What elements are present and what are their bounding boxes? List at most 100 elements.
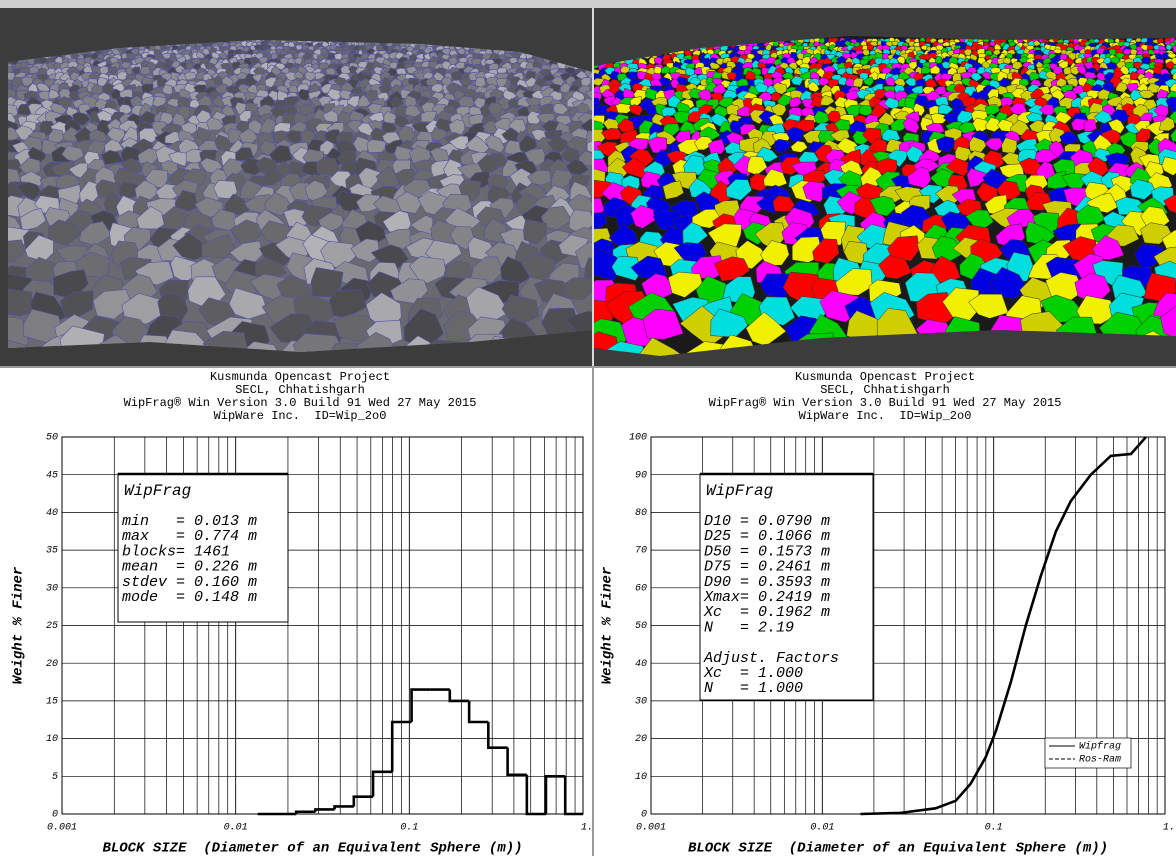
fragment (580, 118, 592, 136)
fragment (874, 89, 886, 99)
fragment (1163, 194, 1176, 215)
rock-photo (8, 40, 592, 352)
y-axis-label: Weight % Finer (11, 566, 27, 684)
histogram-bar (544, 775, 566, 814)
fragment (772, 195, 797, 212)
fragment (292, 333, 345, 352)
legend-box (1044, 737, 1132, 769)
fragment (552, 102, 569, 116)
fragment (1170, 126, 1176, 143)
histogram-bar (294, 810, 316, 814)
fragment (448, 135, 470, 151)
y-tick-label: 15 (46, 697, 58, 708)
fragment (336, 111, 352, 125)
fragment (802, 181, 828, 203)
fragment (487, 102, 503, 115)
fragment (469, 256, 504, 284)
fragment (989, 40, 996, 47)
histogram-bar (333, 805, 354, 810)
fragment (1092, 38, 1100, 44)
histogram-bar (506, 747, 527, 777)
histogram-bar (352, 795, 374, 807)
x-tick-label: 1. (581, 823, 593, 834)
x-tick-label: 0.001 (47, 823, 77, 834)
fragment (672, 111, 693, 124)
fragment (1160, 304, 1176, 342)
fragment (905, 145, 924, 163)
histogram-bar (467, 700, 489, 724)
fragment (937, 103, 954, 115)
stats-line: blocks= 1461 (122, 543, 230, 560)
fragment (1130, 71, 1142, 81)
fragment (688, 87, 703, 100)
fragment (47, 219, 82, 246)
fragment (890, 119, 906, 131)
stats-box (117, 473, 289, 623)
y-tick-label: 50 (46, 433, 58, 444)
y-tick-label: 40 (635, 659, 647, 670)
fragment (929, 65, 942, 75)
fragment (357, 94, 371, 107)
fragment (1172, 45, 1176, 53)
fragment (8, 287, 34, 317)
fragment (366, 139, 387, 154)
y-tick-label: 10 (46, 734, 58, 745)
fragment (1129, 179, 1156, 200)
fragment (726, 71, 738, 81)
fragment (477, 153, 499, 173)
fragment (630, 204, 656, 229)
stats-line: D75 = 0.2461 m (704, 559, 830, 576)
fragment (139, 66, 151, 76)
fragment (408, 256, 447, 284)
fragment (184, 71, 197, 81)
fragment (101, 149, 124, 166)
fragment (967, 58, 976, 66)
fragment (667, 271, 703, 298)
fragment (941, 41, 951, 47)
fragment (564, 311, 592, 337)
fragment (238, 128, 259, 144)
chart-header: WipFrag® Win Version 3.0 Build 91 Wed 27… (124, 396, 477, 410)
fragment (1071, 118, 1088, 131)
panel-divider (0, 366, 1176, 368)
fragment (999, 77, 1012, 87)
fragment (794, 119, 815, 132)
fragment (540, 205, 573, 231)
fragment (130, 48, 140, 55)
fragment (261, 169, 284, 186)
fragment (642, 308, 684, 340)
fragment (683, 154, 706, 176)
fragment (820, 94, 835, 106)
y-axis-label: Weight % Finer (600, 566, 616, 684)
fragment (448, 119, 466, 136)
fragment (197, 95, 212, 107)
chart-header: Kusmunda Opencast Project (210, 370, 390, 384)
x-tick-label: 0.01 (224, 823, 248, 834)
fragment (293, 57, 303, 65)
fragment (170, 71, 180, 82)
fragment (601, 128, 624, 141)
fragment (1102, 81, 1115, 93)
fragment (304, 71, 317, 81)
top-strip (0, 0, 1176, 8)
stats-line: D25 = 0.1066 m (704, 528, 830, 545)
fragment (709, 61, 721, 70)
segmented-photo (594, 36, 1176, 356)
fragment (1052, 48, 1062, 54)
series-line (860, 436, 1147, 815)
fragment (708, 138, 726, 155)
fragment (613, 204, 638, 228)
y-tick-label: 50 (635, 621, 647, 632)
fragment (985, 117, 1001, 132)
fragment (774, 139, 792, 154)
fragment (293, 70, 305, 80)
fragment (523, 219, 548, 245)
y-tick-label: 70 (635, 546, 647, 557)
fragment (1109, 56, 1121, 65)
fragment (984, 138, 1005, 151)
fragment (1009, 102, 1028, 115)
fragment (578, 150, 592, 167)
fragment (822, 71, 835, 80)
fragment (201, 234, 237, 259)
